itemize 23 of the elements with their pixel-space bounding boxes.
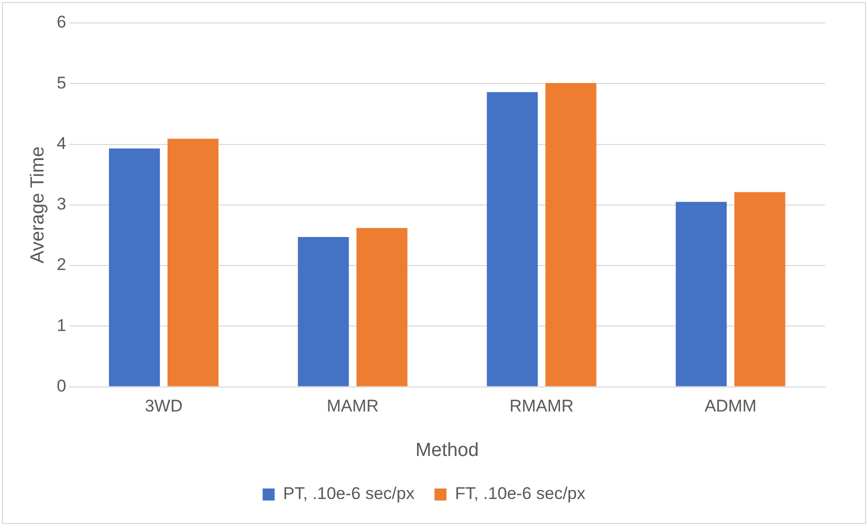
x-axis-title: Method [415, 440, 479, 461]
bar [486, 92, 538, 386]
legend-label: PT, .10e-6 sec/px [283, 484, 415, 504]
bar [676, 202, 727, 386]
x-tick-label: RMAMR [509, 396, 574, 416]
y-tick-label: 5 [56, 73, 66, 92]
x-tick-label: MAMR [326, 396, 379, 416]
y-tick-label: 2 [56, 255, 66, 274]
bar [108, 148, 160, 386]
bar [734, 192, 786, 386]
bar [168, 138, 218, 386]
x-tick-label: ADMM [704, 396, 757, 416]
bar [356, 228, 408, 386]
y-tick-label: 3 [56, 194, 66, 214]
y-tick-label: 1 [56, 316, 66, 335]
legend-label: FT, .10e-6 sec/px [454, 484, 586, 504]
y-tick-label: 6 [56, 12, 66, 32]
bar [545, 83, 596, 386]
bar [298, 237, 349, 386]
y-tick-label: 4 [56, 134, 66, 153]
y-tick-label: 0 [56, 376, 66, 396]
x-tick-label: 3WD [144, 396, 183, 416]
y-axis-title: Average Time [28, 146, 49, 264]
